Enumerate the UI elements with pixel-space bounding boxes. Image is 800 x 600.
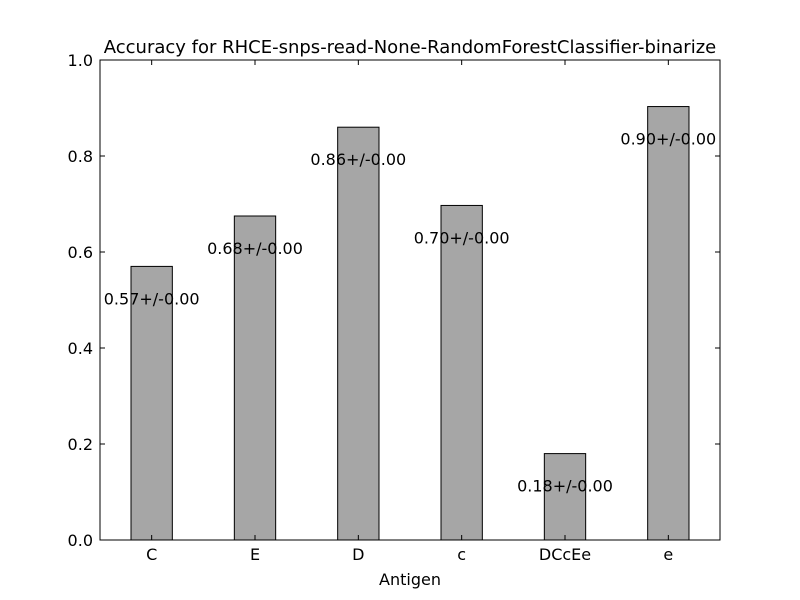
- y-tick-label: 0.6: [68, 243, 93, 262]
- y-tick-label: 0.8: [68, 147, 93, 166]
- bar-e: [647, 106, 690, 541]
- bar-value-label: 0.70+/-0.00: [414, 228, 510, 247]
- x-tick-label: c: [457, 545, 466, 564]
- bar-DCcEe: [543, 453, 587, 541]
- bar-value-label: 0.90+/-0.00: [620, 130, 716, 149]
- y-tick-label: 0.0: [68, 531, 93, 550]
- y-tick-label: 1.0: [68, 51, 93, 70]
- bar-c: [440, 204, 483, 541]
- x-tick-label: E: [250, 545, 260, 564]
- bar-value-label: 0.18+/-0.00: [517, 477, 613, 496]
- bar-E: [233, 215, 277, 541]
- x-tick-label: e: [663, 545, 673, 564]
- bar-value-label: 0.86+/-0.00: [310, 150, 406, 169]
- x-tick-label: C: [146, 545, 157, 564]
- x-axis-label: Antigen: [379, 570, 441, 589]
- x-tick-label: D: [352, 545, 364, 564]
- plot-frame: [99, 59, 721, 541]
- bar-value-label: 0.68+/-0.00: [207, 239, 303, 258]
- bar-C: [130, 265, 173, 541]
- y-tick-label: 0.2: [68, 435, 93, 454]
- y-tick-label: 0.4: [68, 339, 93, 358]
- bar-D: [337, 126, 380, 541]
- chart-title: Accuracy for RHCE-snps-read-None-RandomF…: [104, 37, 716, 58]
- x-tick-label: DCcEe: [539, 545, 591, 564]
- bar-value-label: 0.57+/-0.00: [104, 289, 200, 308]
